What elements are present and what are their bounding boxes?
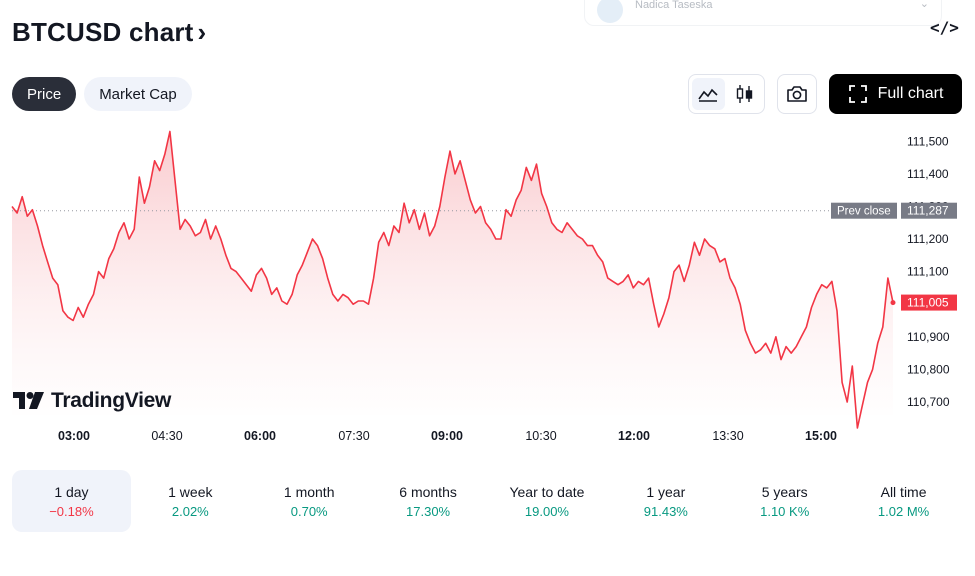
- price-chart[interactable]: 111,500111,400111,300111,200111,100111,0…: [0, 120, 975, 450]
- period-label: 1 week: [168, 483, 213, 500]
- x-tick-label: 03:00: [58, 429, 90, 443]
- period-change: 1.02 M%: [877, 503, 930, 519]
- period-1-month[interactable]: 1 month 0.70%: [250, 470, 369, 532]
- tab-price-label: Price: [27, 85, 62, 103]
- x-tick-label: 13:30: [712, 429, 743, 443]
- prev-close-value-tag: [901, 202, 957, 219]
- fullscreen-icon: [848, 85, 867, 103]
- y-tick-label: 111,400: [907, 167, 949, 181]
- period-change: 2.02%: [171, 503, 209, 519]
- last-price-tag: [901, 294, 957, 311]
- avatar: [597, 0, 623, 23]
- price-line: [11, 130, 894, 429]
- prev-close-value: 111,287: [907, 204, 949, 218]
- period-change: 91.43%: [643, 503, 688, 519]
- tab-market-cap-label: Market Cap: [99, 85, 177, 103]
- period-label: Year to date: [509, 483, 585, 500]
- price-chart-svg[interactable]: 111,500111,400111,300111,200111,100111,0…: [0, 120, 975, 450]
- period-label: 1 month: [283, 483, 335, 500]
- x-tick-label: 12:00: [618, 429, 650, 443]
- y-tick-label: 111,500: [907, 134, 949, 148]
- area-chart-icon: [698, 88, 718, 102]
- period-label: 5 years: [761, 483, 808, 500]
- period-change: 17.30%: [406, 503, 451, 519]
- snapshot-button[interactable]: [777, 74, 817, 114]
- prev-close-label: Prev close: [837, 206, 891, 218]
- chart-type-switcher: [688, 74, 765, 114]
- last-price-value: 111,005: [907, 296, 949, 310]
- camera-icon: [787, 86, 807, 102]
- y-tick-label: 111,100: [907, 265, 949, 279]
- period-change: −0.18%: [49, 503, 94, 519]
- period-change: 0.70%: [290, 503, 328, 519]
- x-tick-label: 06:00: [244, 429, 276, 443]
- tab-price[interactable]: Price: [12, 77, 77, 111]
- tradingview-logo[interactable]: TradingView: [13, 389, 171, 413]
- period-selector: 1 day −0.18% 1 week 2.02% 1 month 0.70% …: [12, 470, 963, 532]
- period-label: 6 months: [399, 483, 457, 500]
- page-title[interactable]: BTCUSD chart: [12, 16, 194, 47]
- x-tick-label: 07:30: [338, 429, 369, 443]
- x-tick-label: 15:00: [805, 429, 837, 443]
- x-tick-label: 10:30: [525, 429, 556, 443]
- period-all-time[interactable]: All time 1.02 M%: [844, 470, 963, 532]
- chevron-down-icon: ⌄: [919, 0, 929, 10]
- period-6-months[interactable]: 6 months 17.30%: [369, 470, 488, 532]
- author-card[interactable]: Nadica Taseska ⌄: [584, 0, 942, 26]
- author-name: Nadica Taseska: [635, 0, 713, 11]
- full-chart-label: Full chart: [877, 85, 944, 102]
- period-1-day[interactable]: 1 day −0.18%: [12, 470, 131, 532]
- x-tick-label: 04:30: [151, 429, 182, 443]
- chart-header: BTCUSD chart ›: [12, 14, 206, 50]
- period-5-years[interactable]: 5 years 1.10 K%: [725, 470, 844, 532]
- period-1-year[interactable]: 1 year 91.43%: [606, 470, 725, 532]
- period-change: 1.10 K%: [760, 503, 810, 519]
- y-tick-label: 110,800: [907, 362, 950, 376]
- period-change: 19.00%: [524, 503, 569, 519]
- period-label: 1 year: [646, 483, 686, 500]
- chart-mode-tabs: Price Market Cap: [12, 77, 192, 111]
- period-year-to-date[interactable]: Year to date 19.00%: [488, 470, 607, 532]
- tradingview-logo-mark: [13, 392, 44, 409]
- x-tick-label: 09:00: [431, 429, 463, 443]
- embed-code-icon[interactable]: </>: [930, 18, 959, 37]
- area-chart-button[interactable]: [692, 78, 725, 110]
- full-chart-button[interactable]: Full chart: [829, 74, 962, 114]
- tab-market-cap[interactable]: Market Cap: [84, 77, 192, 111]
- candles-icon: [736, 85, 752, 103]
- y-tick-label: 110,900: [907, 330, 950, 344]
- period-label: 1 day: [54, 483, 89, 500]
- candles-chart-button[interactable]: [729, 78, 762, 110]
- period-label: All time: [880, 483, 927, 500]
- y-tick-label: 111,200: [907, 232, 949, 246]
- last-price-point: [890, 300, 896, 306]
- chevron-right-icon[interactable]: ›: [197, 17, 207, 47]
- tradingview-logo-text: TradingView: [51, 389, 172, 412]
- y-tick-label: 110,700: [907, 395, 950, 409]
- period-1-week[interactable]: 1 week 2.02%: [131, 470, 250, 532]
- prev-close-tag: [831, 202, 897, 219]
- area-fill: [12, 131, 893, 428]
